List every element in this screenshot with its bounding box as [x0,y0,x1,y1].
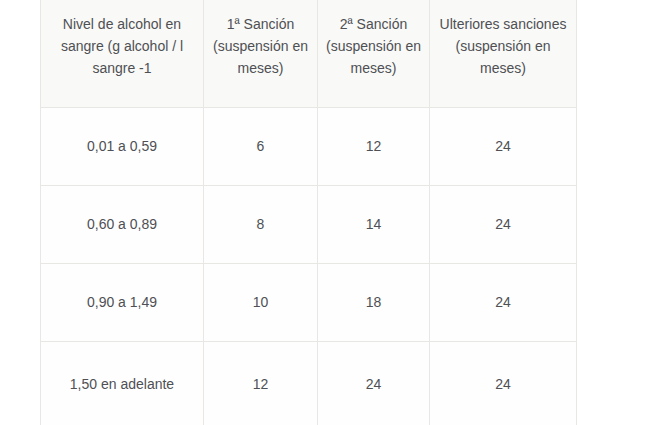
cell-further-sanctions: 24 [430,185,577,263]
cell-first-sanction: 6 [204,107,318,185]
header-row: Nivel de alcohol en sangre (g alcohol / … [41,0,577,107]
cell-second-sanction: 18 [318,263,430,341]
cell-further-sanctions: 24 [430,341,577,425]
cell-alcohol-range: 1,50 en adelante [41,341,204,425]
cell-first-sanction: 8 [204,185,318,263]
header-cell-first-sanction: 1ª Sanción (suspensión en meses) [204,0,318,107]
cell-first-sanction: 10 [204,263,318,341]
table-row: 1,50 en adelante 12 24 24 [41,341,577,425]
header-cell-further-sanctions: Ulteriores sanciones (suspensión en mese… [430,0,577,107]
cell-second-sanction: 14 [318,185,430,263]
cell-further-sanctions: 24 [430,107,577,185]
header-cell-alcohol-level: Nivel de alcohol en sangre (g alcohol / … [41,0,204,107]
cell-alcohol-range: 0,01 a 0,59 [41,107,204,185]
sanctions-table: Nivel de alcohol en sangre (g alcohol / … [40,0,577,425]
table-row: 0,90 a 1,49 10 18 24 [41,263,577,341]
cell-first-sanction: 12 [204,341,318,425]
cell-second-sanction: 24 [318,341,430,425]
cell-further-sanctions: 24 [430,263,577,341]
cell-second-sanction: 12 [318,107,430,185]
table-row: 0,01 a 0,59 6 12 24 [41,107,577,185]
alcohol-sanctions-table: Nivel de alcohol en sangre (g alcohol / … [40,0,577,425]
header-cell-second-sanction: 2ª Sanción (suspensión en meses) [318,0,430,107]
cell-alcohol-range: 0,60 a 0,89 [41,185,204,263]
cell-alcohol-range: 0,90 a 1,49 [41,263,204,341]
table-row: 0,60 a 0,89 8 14 24 [41,185,577,263]
